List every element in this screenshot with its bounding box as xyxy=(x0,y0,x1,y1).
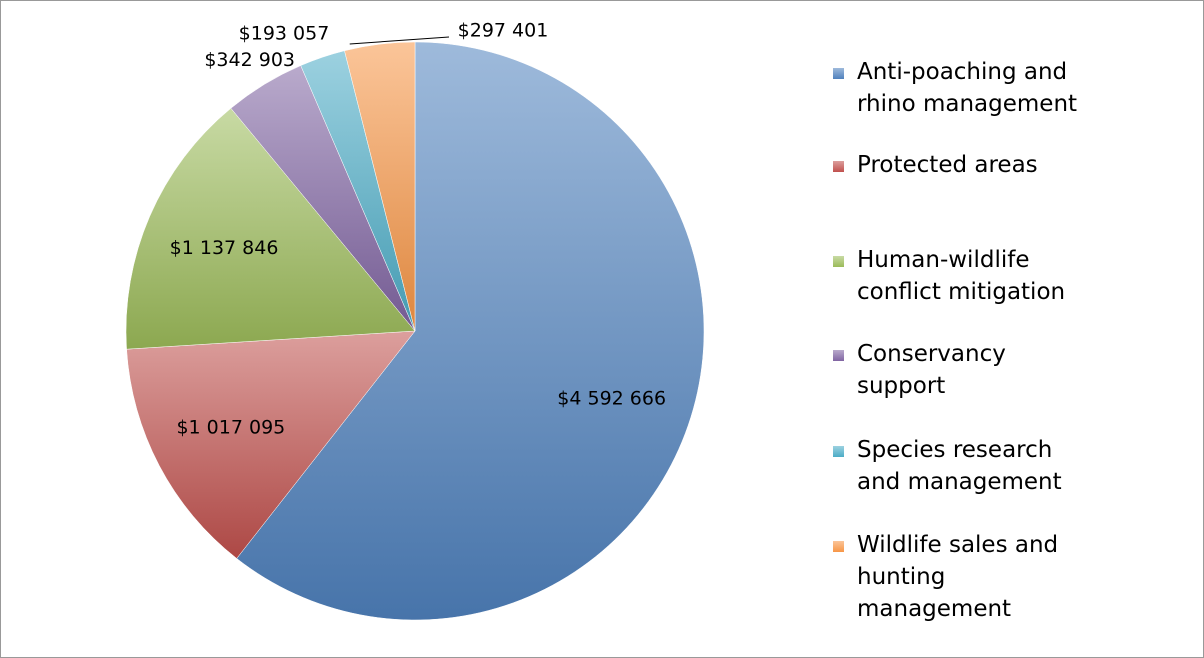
pie-slice xyxy=(236,41,705,621)
legend-label: Human-wildlife conflict mitigation xyxy=(857,247,1066,305)
legend-item: Wildlife sales and hunting management xyxy=(833,529,1095,625)
legend-label: Anti-poaching and rhino management xyxy=(857,59,1078,117)
data-label: $1 137 846 xyxy=(170,237,279,259)
legend-swatch xyxy=(833,161,844,172)
data-label: $1 017 095 xyxy=(176,416,285,438)
legend-swatch xyxy=(833,256,844,267)
legend-label: Protected areas xyxy=(857,152,1038,178)
legend-swatch xyxy=(833,541,844,552)
legend-swatch xyxy=(833,350,844,361)
data-label: $4 592 666 xyxy=(557,387,666,409)
legend-item: Anti-poaching and rhino management xyxy=(833,56,1095,120)
data-label: $297 401 xyxy=(458,20,549,42)
legend-label: Wildlife sales and hunting management xyxy=(857,532,1059,622)
pie-slice xyxy=(125,107,416,350)
legend-swatch xyxy=(833,446,844,457)
legend-item: Species research and management xyxy=(833,434,1095,498)
legend-item: Protected areas xyxy=(833,149,1095,181)
pie-slice xyxy=(344,41,416,332)
leader-line xyxy=(349,36,450,45)
pie-slice xyxy=(126,330,416,559)
legend-item: Human-wildlife conflict mitigation xyxy=(833,244,1095,308)
legend-swatch xyxy=(833,68,844,79)
legend-item: Conservancy support xyxy=(833,338,1095,402)
legend-label: Conservancy support xyxy=(857,341,1006,399)
data-label: $342 903 xyxy=(204,49,295,71)
data-label: $193 057 xyxy=(239,23,330,45)
legend-label: Species research and management xyxy=(857,437,1062,495)
